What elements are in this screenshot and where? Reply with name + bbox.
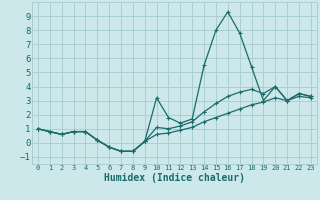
X-axis label: Humidex (Indice chaleur): Humidex (Indice chaleur) bbox=[104, 173, 245, 183]
